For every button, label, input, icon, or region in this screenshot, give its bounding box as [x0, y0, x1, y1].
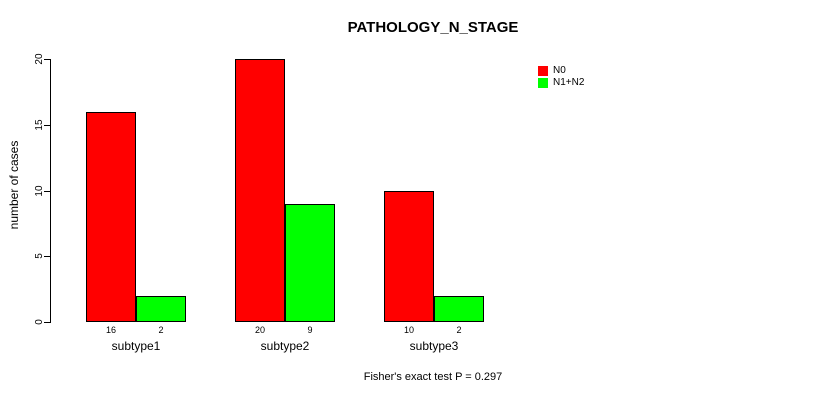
y-tick-mark [44, 59, 51, 60]
y-axis-label: number of cases [7, 140, 21, 230]
legend-swatch-icon [538, 65, 548, 76]
category-label-subtype2: subtype2 [260, 339, 310, 353]
bar-n0-subtype2 [235, 59, 285, 322]
bar-n1-n2-subtype2 [285, 203, 335, 322]
legend-item: N0 [538, 65, 584, 76]
legend: N0 N1+N2 [538, 65, 584, 89]
legend-label: N0 [553, 65, 566, 76]
bar-n0-subtype1 [86, 111, 136, 322]
y-tick-mark [44, 256, 51, 257]
y-tick-mark [44, 322, 51, 323]
bar-value-label: 2 [158, 325, 164, 335]
bar-value-label: 16 [105, 325, 116, 335]
bar-value-label: 2 [456, 325, 462, 335]
y-tick-label: 0 [34, 319, 45, 325]
y-tick-label: 20 [34, 53, 45, 65]
y-tick-label: 15 [34, 119, 45, 131]
legend-swatch-icon [538, 77, 548, 88]
y-tick-mark [44, 191, 51, 192]
y-tick-mark [44, 125, 51, 126]
legend-item: N1+N2 [538, 77, 584, 88]
legend-label: N1+N2 [553, 77, 585, 88]
bar-value-label: 10 [403, 325, 414, 335]
chart-title: PATHOLOGY_N_STAGE [347, 19, 519, 36]
bar-value-label: 20 [254, 325, 265, 335]
y-tick-label: 10 [34, 185, 45, 197]
bar-n1-n2-subtype3 [434, 295, 484, 322]
bar-value-label: 9 [307, 325, 313, 335]
annotation-text: Fisher's exact test P = 0.297 [363, 371, 503, 383]
bar-n0-subtype3 [384, 190, 434, 322]
bar-n1-n2-subtype1 [136, 295, 186, 322]
category-label-subtype3: subtype3 [409, 339, 459, 353]
y-tick-label: 5 [34, 253, 45, 259]
category-label-subtype1: subtype1 [111, 339, 161, 353]
